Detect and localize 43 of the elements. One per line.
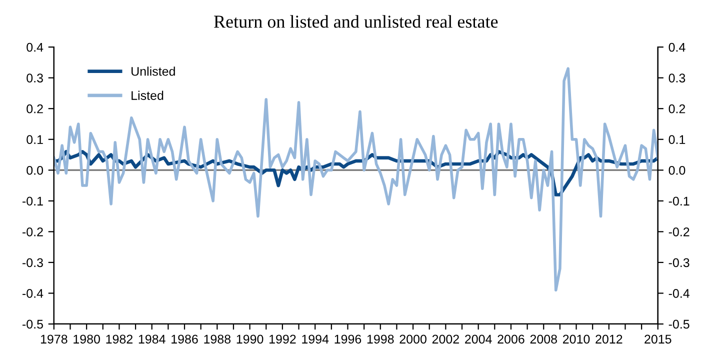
x-tick-label: 2008 — [530, 334, 557, 344]
y2-tick-label: -0.1 — [668, 196, 690, 206]
chart-title: Return on listed and unlisted real estate — [214, 15, 498, 28]
x-tick-label: 1984 — [138, 334, 166, 344]
legend-label: Listed — [132, 90, 164, 100]
y2-tick-label: 0.2 — [668, 104, 686, 114]
y2-tick-label: 0.0 — [668, 166, 686, 175]
y2-tick-label: -0.5 — [668, 320, 690, 329]
x-tick-label: 1990 — [236, 334, 264, 344]
y2-tick-label: -0.4 — [668, 289, 690, 298]
x-tick-label: 1978 — [40, 334, 68, 344]
y-tick-label: 0.2 — [26, 104, 43, 114]
y-tick-label: -0.3 — [22, 258, 43, 268]
y-tick-label: -0.1 — [22, 196, 43, 206]
y-tick-label: 0.3 — [26, 74, 43, 82]
y2-tick-label: -0.3 — [668, 258, 690, 268]
x-tick-label: 2004 — [465, 334, 492, 344]
x-tick-label: 1992 — [270, 334, 296, 344]
y-tick-label: 0.0 — [26, 166, 44, 175]
y2-tick-label: -0.2 — [668, 227, 690, 236]
legend-label: Unlisted — [132, 66, 175, 76]
x-tick-label: 2000 — [400, 334, 426, 344]
x-tick-label: 1994 — [302, 334, 329, 344]
y2-tick-label: 0.4 — [668, 42, 686, 52]
y-tick-label: 0.4 — [26, 42, 44, 52]
x-tick-label: 2015 — [644, 334, 672, 344]
y-tick-label: -0.5 — [22, 320, 43, 329]
x-tick-label: 1998 — [367, 334, 394, 344]
y-tick-label: 0.1 — [26, 135, 43, 144]
x-tick-label: 2010 — [562, 334, 590, 344]
x-tick-label: 1996 — [334, 334, 362, 344]
line-series — [54, 67, 658, 292]
x-tick-label: 2012 — [596, 334, 622, 344]
x-tick-label: 1982 — [106, 334, 132, 344]
x-tick-label: 1988 — [204, 334, 231, 344]
y2-tick-label: 0.3 — [668, 74, 686, 82]
y-tick-label: -0.4 — [22, 289, 44, 298]
x-tick-label: 2006 — [498, 334, 524, 344]
x-tick-label: 1986 — [172, 334, 198, 344]
x-tick-label: 1980 — [74, 334, 100, 344]
y-tick-label: -0.2 — [22, 227, 43, 236]
x-tick-label: 2002 — [432, 334, 459, 344]
y2-tick-label: 0.1 — [668, 135, 686, 144]
